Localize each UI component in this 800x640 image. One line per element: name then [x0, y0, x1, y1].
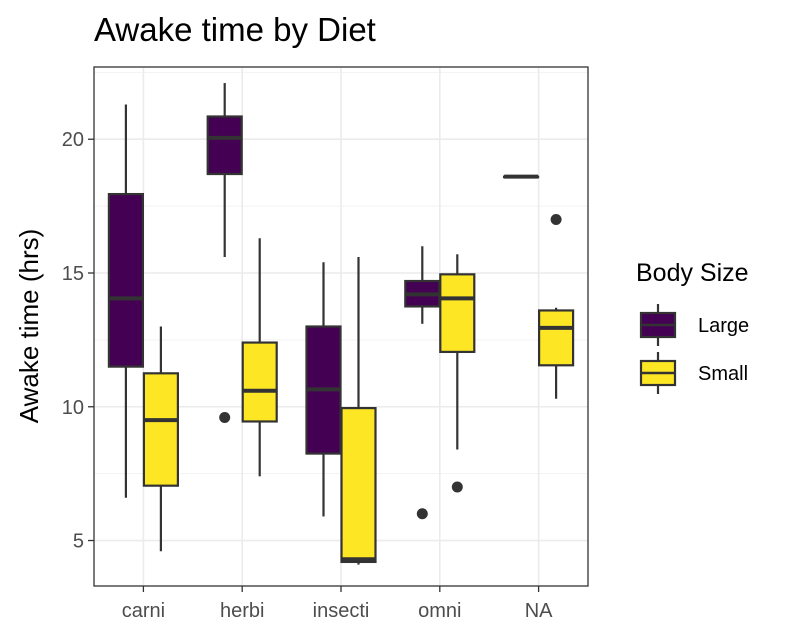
- x-tick-label: herbi: [220, 600, 264, 622]
- outlier-point: [550, 213, 562, 225]
- box-iqr: [241, 341, 278, 423]
- box-small-insecti: [340, 256, 377, 565]
- box-iqr: [142, 372, 179, 487]
- legend: Body Size Large Small: [636, 259, 749, 394]
- legend-label: Large: [698, 315, 749, 337]
- outlier-point: [451, 481, 463, 493]
- legend-item-small: Small: [639, 352, 748, 394]
- chart-title: Awake time by Diet: [94, 11, 376, 48]
- y-tick-label: 5: [73, 531, 84, 553]
- box-small-herbi: [241, 238, 278, 477]
- box-large-na: [503, 174, 540, 179]
- x-tick-label: omni: [418, 600, 461, 622]
- legend-title: Body Size: [636, 259, 749, 287]
- box-small-carni: [142, 326, 179, 552]
- box-iqr: [107, 192, 145, 368]
- box-small-omni: [439, 254, 476, 493]
- box-large-carni: [107, 104, 145, 498]
- box-iqr: [439, 273, 476, 354]
- box-plots: [107, 83, 575, 565]
- box-iqr: [206, 115, 243, 176]
- axes: 5 10 15 20 carni herbi insecti omni NA: [62, 129, 553, 622]
- y-axis-title: Awake time (hrs): [14, 229, 44, 424]
- y-tick-label: 20: [62, 129, 84, 151]
- box-iqr: [340, 406, 377, 564]
- x-tick-label: insecti: [313, 600, 370, 622]
- x-tick-label: NA: [525, 600, 553, 622]
- box-iqr: [537, 309, 575, 367]
- box-large-insecti: [305, 262, 342, 517]
- y-tick-label: 10: [62, 397, 84, 419]
- box-small-na: [537, 213, 575, 399]
- y-tick-label: 15: [62, 263, 84, 285]
- legend-label: Small: [698, 363, 748, 385]
- box-large-herbi: [206, 83, 243, 423]
- x-tick-label: carni: [122, 600, 165, 622]
- legend-item-large: Large: [639, 304, 749, 346]
- outlier-point: [416, 508, 428, 520]
- outlier-point: [219, 411, 231, 423]
- box-large-omni: [404, 246, 441, 520]
